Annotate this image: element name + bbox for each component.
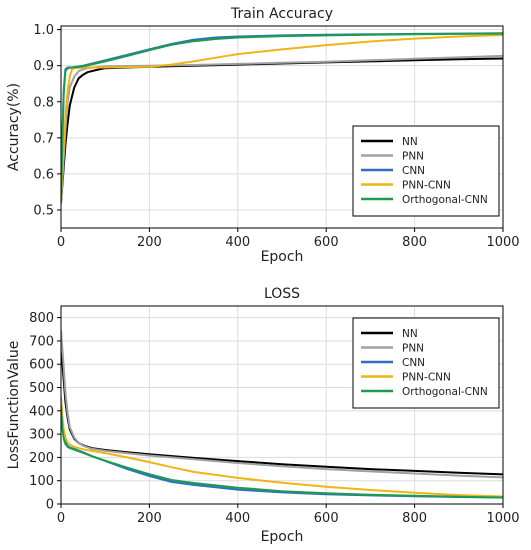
x-tick-label: 400: [225, 511, 250, 526]
y-tick-label: 0.7: [33, 131, 54, 146]
x-tick-label: 800: [402, 235, 427, 250]
series-line-pnn-cnn: [61, 34, 503, 204]
y-tick-label: 0: [46, 498, 54, 513]
legend-label: Orthogonal-CNN: [402, 386, 488, 398]
series-line-orthogonal-cnn: [61, 32, 503, 204]
legend-label: PNN-CNN: [402, 179, 451, 191]
legend: NN PNN CNN PNN-CNN Orthogonal-CNN: [352, 125, 500, 217]
series-line-orthogonal-cnn: [61, 405, 503, 499]
x-tick-label: 400: [225, 235, 250, 250]
chart-title: LOSS: [264, 286, 300, 302]
chart-title: Train Accuracy: [230, 6, 333, 22]
x-tick-label: 800: [402, 511, 427, 526]
y-tick-label: 600: [29, 358, 54, 373]
x-tick-label: 600: [314, 235, 339, 250]
y-tick-label: 300: [29, 428, 54, 443]
x-tick-label: 0: [57, 511, 65, 526]
plot-area: [60, 305, 504, 505]
x-axis-label: Epoch: [261, 529, 304, 545]
y-axis-label: Accuracy(%): [6, 83, 22, 171]
y-tick-label: 0.6: [33, 167, 54, 182]
legend-label: PNN: [402, 342, 424, 354]
x-tick-label: 1000: [486, 511, 519, 526]
chart-1: 0 200 400 600 800 1000 0.5 0.6 0.7 0.8 0.9 1.0 Train…: [6, 6, 520, 265]
x-tick-label: 200: [137, 511, 162, 526]
y-tick-label: 800: [29, 311, 54, 326]
x-tick-label: 1000: [486, 235, 519, 250]
y-tick-label: 1.0: [33, 23, 54, 38]
x-tick-label: 0: [57, 235, 65, 250]
y-tick-label: 0.5: [33, 203, 54, 218]
legend: NN PNN CNN PNN-CNN Orthogonal-CNN: [352, 317, 500, 409]
y-tick-label: 0.9: [33, 59, 54, 74]
y-tick-label: 0.8: [33, 95, 54, 110]
legend-label: Orthogonal-CNN: [402, 194, 488, 206]
legend-label: CNN: [402, 165, 425, 177]
chart-2: 0 200 400 600 800 1000 0 100 200 300 400 500 600 700 8…: [6, 286, 520, 545]
y-tick-label: 400: [29, 404, 54, 419]
plot-area: [60, 25, 504, 229]
legend-label: NN: [402, 136, 418, 148]
y-tick-label: 500: [29, 381, 54, 396]
y-axis-label: LossFunctionValue: [6, 341, 22, 470]
legend-label: NN: [402, 328, 418, 340]
x-axis-label: Epoch: [261, 249, 304, 265]
y-tick-label: 700: [29, 334, 54, 349]
y-tick-label: 200: [29, 451, 54, 466]
y-tick-label: 100: [29, 474, 54, 489]
x-tick-label: 600: [314, 511, 339, 526]
x-tick-label: 200: [137, 235, 162, 250]
series-line-pnn: [61, 329, 503, 479]
legend-label: PNN-CNN: [402, 371, 451, 383]
legend-label: CNN: [402, 357, 425, 369]
legend-label: PNN: [402, 150, 424, 162]
series-line-pnn-cnn: [61, 395, 503, 498]
